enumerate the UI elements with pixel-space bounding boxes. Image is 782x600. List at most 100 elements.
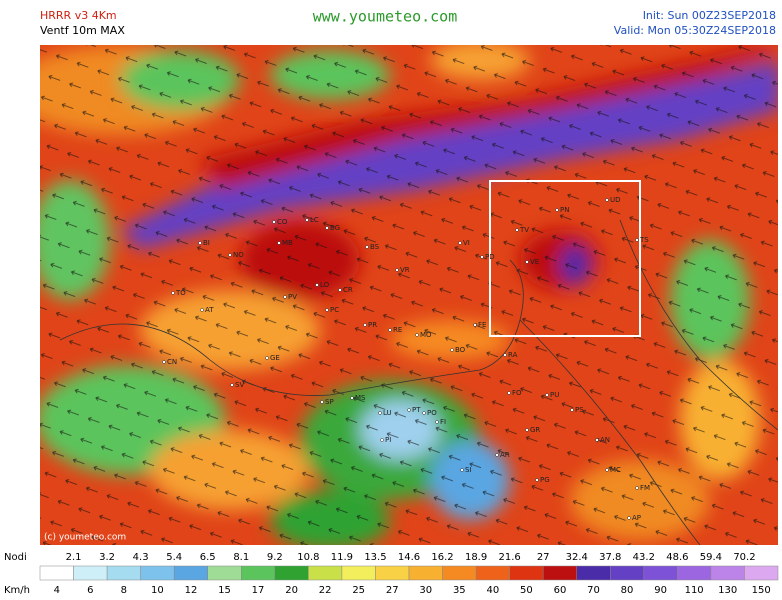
legend-swatch: [39, 565, 74, 581]
place-label: AN: [600, 436, 610, 444]
legend-kmh: 50: [520, 585, 533, 596]
place-label: RE: [393, 326, 402, 334]
place-label: LO: [320, 281, 330, 289]
legend-swatch: [442, 565, 477, 581]
place-label: CR: [343, 286, 353, 294]
legend-swatch: [341, 565, 376, 581]
legend-knots: 13.5: [364, 552, 386, 563]
place-label: FE: [478, 321, 486, 329]
legend-kmh: 20: [285, 585, 298, 596]
legend-kmh: 12: [185, 585, 198, 596]
place-dot: [515, 228, 519, 232]
legend-knots: 27: [537, 552, 550, 563]
place-label: PI: [385, 436, 391, 444]
places: BI NO MB CO LC BG BS VR VI TV PD VE PN UD TS TO AT PV LO CR…: [162, 196, 650, 522]
legend-swatch: [173, 565, 208, 581]
place-dot: [422, 411, 426, 415]
place-label: UD: [610, 196, 621, 204]
place-dot: [277, 241, 281, 245]
place-label: BO: [455, 346, 466, 354]
place-label: PO: [427, 409, 437, 417]
legend-swatch: [106, 565, 141, 581]
place-label: PV: [288, 293, 297, 301]
place-dot: [605, 468, 609, 472]
place-dot: [230, 383, 234, 387]
place-dot: [305, 218, 309, 222]
site-label: www.youmeteo.com: [313, 8, 458, 26]
legend-knots: 37.8: [599, 552, 621, 563]
legend-knots: 18.9: [465, 552, 487, 563]
legend-kmh: 25: [352, 585, 365, 596]
legend-knots: 5.4: [166, 552, 182, 563]
legend-swatch: [710, 565, 745, 581]
place-label: AR: [500, 451, 510, 459]
place-dot: [503, 353, 507, 357]
place-dot: [325, 308, 329, 312]
init-label: Init: Sun 00Z23SEP2018: [643, 9, 776, 22]
place-label: SP: [325, 398, 334, 406]
place-label: MC: [610, 466, 621, 474]
place-dot: [635, 238, 639, 242]
zoom-box: [489, 180, 641, 337]
legend-swatch: [643, 565, 678, 581]
legend-kmh: 30: [419, 585, 432, 596]
place-label: FI: [440, 418, 446, 426]
place-dot: [460, 468, 464, 472]
legend-swatch: [475, 565, 510, 581]
legend-kmh: 15: [218, 585, 231, 596]
place-label: PD: [485, 253, 495, 261]
legend-knots: 48.6: [666, 552, 688, 563]
place-label: TS: [639, 236, 649, 244]
legend-kmh: 35: [453, 585, 466, 596]
place-label: VR: [400, 266, 410, 274]
place-label: VI: [463, 239, 470, 247]
place-label: LU: [383, 409, 392, 417]
field-label: Ventf 10m MAX: [40, 24, 125, 37]
knots-label: Nodi: [4, 552, 27, 563]
kmh-label: Km/h: [4, 585, 30, 596]
place-dot: [595, 438, 599, 442]
legend-swatch: [408, 565, 443, 581]
place-dot: [507, 391, 511, 395]
legend-knots: 4.3: [133, 552, 149, 563]
legend-knots: 6.5: [200, 552, 216, 563]
legend-kmh: 17: [252, 585, 265, 596]
place-dot: [365, 245, 369, 249]
legend-knots: 32.4: [566, 552, 588, 563]
place-label: PT: [412, 406, 421, 414]
legend-swatch: [140, 565, 175, 581]
place-dot: [171, 291, 175, 295]
place-label: PR: [368, 321, 377, 329]
legend-knots: 3.2: [99, 552, 115, 563]
place-dot: [525, 428, 529, 432]
legend-knots: 14.6: [398, 552, 420, 563]
legend-knots: 21.6: [499, 552, 521, 563]
wind-arrows: [40, 45, 778, 545]
legend-kmh: 80: [621, 585, 634, 596]
place-label: TO: [175, 289, 186, 297]
place-dot: [473, 323, 477, 327]
place-label: NO: [233, 251, 244, 259]
place-label: SV: [235, 381, 244, 389]
legend-swatch: [73, 565, 108, 581]
place-label: VE: [530, 258, 539, 266]
legend-swatch: [610, 565, 645, 581]
legend-kmh: 70: [587, 585, 600, 596]
place-dot: [605, 198, 609, 202]
legend-knots: 8.1: [233, 552, 249, 563]
place-dot: [265, 356, 269, 360]
place-label: PN: [560, 206, 569, 214]
place-dot: [272, 220, 276, 224]
place-dot: [480, 255, 484, 259]
place-label: MB: [282, 239, 293, 247]
legend-kmh: 150: [752, 585, 771, 596]
place-label: BI: [203, 239, 210, 247]
place-dot: [415, 333, 419, 337]
place-dot: [627, 516, 631, 520]
legend-kmh: 90: [654, 585, 667, 596]
place-label: CO: [277, 218, 288, 226]
place-dot: [388, 328, 392, 332]
place-dot: [363, 323, 367, 327]
place-dot: [200, 308, 204, 312]
